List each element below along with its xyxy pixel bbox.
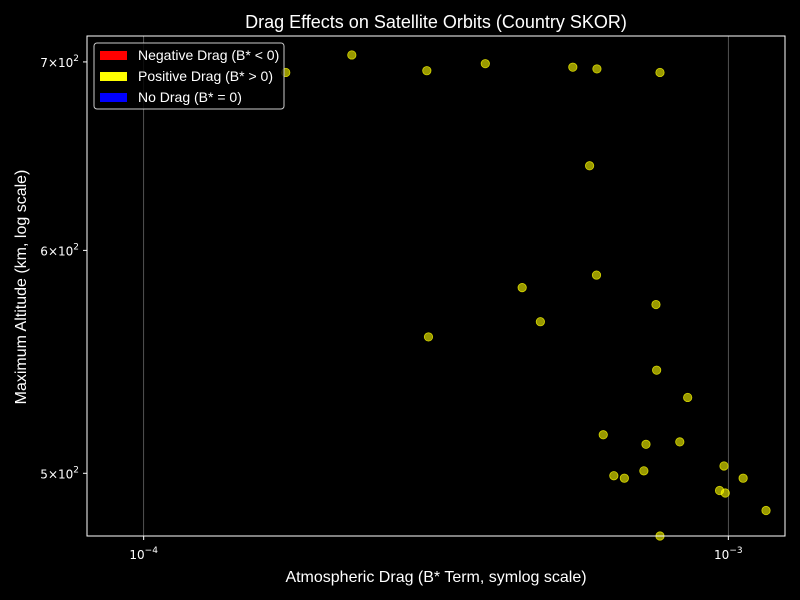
data-point [584, 161, 595, 171]
y-tick-mantissa: 5 [40, 467, 48, 481]
data-point [738, 473, 748, 483]
legend-label: No Drag (B* = 0) [138, 89, 242, 105]
x-axis-label: Atmospheric Drag (B* Term, symlog scale) [285, 569, 586, 586]
legend-box [93, 42, 285, 110]
data-point [535, 317, 545, 327]
data-point [719, 461, 729, 471]
data-point [639, 466, 649, 476]
legend-items: Negative Drag (B* < 0) Positive Drag (B* … [100, 47, 279, 105]
y-tick-label: 6×102 [40, 242, 79, 258]
data-point [675, 437, 685, 447]
legend-swatch [100, 51, 127, 60]
data-point [517, 283, 527, 293]
data-point [652, 365, 662, 375]
x-tick-label: 10−3 [714, 546, 743, 562]
data-point [480, 59, 490, 69]
y-tick-exponent: 2 [73, 54, 79, 64]
x-tick-exponent: −4 [145, 546, 159, 556]
y-axis-label: Maximum Altitude (km, log scale) [13, 170, 30, 405]
legend-swatch [100, 93, 127, 102]
legend-label: Negative Drag (B* < 0) [138, 47, 279, 63]
data-points [281, 50, 771, 541]
y-tick-mantissa: 6 [40, 244, 48, 258]
y-tick-base: ×10 [48, 56, 73, 70]
y-tick-label: 7×102 [40, 54, 79, 70]
data-point [568, 62, 578, 72]
data-point [592, 64, 602, 74]
data-point [655, 67, 665, 78]
data-point [598, 430, 608, 440]
plot-frame [86, 35, 786, 537]
data-point [591, 270, 602, 280]
grid [143, 36, 729, 536]
data-point [641, 439, 651, 449]
x-tick-label: 10−4 [129, 546, 158, 562]
y-tick-label: 5×102 [40, 465, 79, 481]
x-tick-base: 10 [129, 548, 144, 562]
data-point [720, 488, 730, 498]
data-point [651, 299, 661, 310]
y-tick-base: ×10 [48, 467, 73, 481]
data-point [423, 332, 434, 342]
x-axis-ticks: 10−4 10−3 [129, 536, 743, 562]
x-tick-exponent: −3 [729, 546, 742, 556]
data-point [422, 66, 432, 76]
data-point [761, 505, 771, 516]
data-point [619, 473, 629, 483]
y-tick-exponent: 2 [73, 465, 79, 475]
data-point [609, 471, 619, 481]
legend-label: Positive Drag (B* > 0) [138, 68, 273, 84]
legend-swatch [100, 72, 127, 81]
data-point [683, 392, 693, 403]
y-tick-base: ×10 [48, 244, 73, 258]
y-tick-mantissa: 7 [40, 56, 48, 70]
legend: Negative Drag (B* < 0) Positive Drag (B* … [93, 42, 285, 110]
y-tick-exponent: 2 [73, 242, 79, 252]
chart-title: Drag Effects on Satellite Orbits (Countr… [245, 12, 627, 32]
data-point [347, 50, 357, 60]
x-tick-base: 10 [714, 548, 729, 562]
